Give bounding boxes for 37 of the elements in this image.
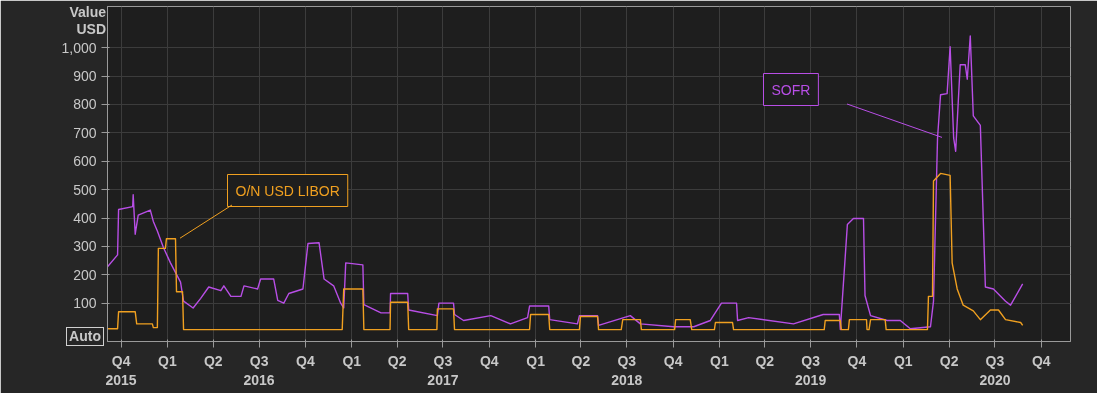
- y-tick-label: 600: [73, 153, 97, 170]
- x-tick-label: Q4: [1031, 352, 1051, 369]
- x-tick-label: Q3 2020: [979, 352, 1011, 388]
- y-tick-label: 400: [73, 210, 97, 226]
- x-tick-label: Q3 2019: [795, 352, 827, 388]
- y-tick-label: 900: [73, 68, 97, 85]
- y-tick-label: 200: [73, 266, 97, 283]
- y-tick-label: 300: [73, 238, 97, 255]
- x-tick-label: Q3 2017: [427, 352, 459, 388]
- y-tick-label: 100: [73, 295, 97, 312]
- x-tick-label: Q1: [526, 352, 546, 369]
- y-tick-label: 700: [73, 124, 97, 141]
- text: O/N USD LIBOR: [235, 182, 340, 199]
- x-tick-label: Q4 2015: [105, 352, 137, 388]
- line-series: [107, 172, 1024, 331]
- x-tick-label: Q1: [158, 352, 177, 369]
- x-tick-label: Q4: [663, 352, 683, 369]
- x-tick-label: Q2: [939, 352, 959, 369]
- y-tick-label: 800: [73, 96, 97, 113]
- x-tick-label: Q1: [893, 352, 913, 369]
- x-tick-label: Q4: [479, 352, 499, 369]
- x-tick-label: Q4: [847, 352, 867, 369]
- y-axis-title: Value USD: [68, 4, 106, 38]
- y-tick-label: 1,000: [61, 39, 97, 56]
- x-tick-label: Q3 2016: [243, 352, 275, 388]
- x-tick-label: Q1: [342, 352, 362, 369]
- line-series: [107, 35, 1024, 331]
- text: Auto: [66, 327, 104, 346]
- x-tick-label: Q4: [296, 352, 315, 369]
- x-tick-label: Q1: [710, 352, 729, 369]
- x-tick-label: Q2: [203, 352, 223, 369]
- x-tick-label: Q2: [755, 352, 775, 369]
- x-tick-label: Q3 2018: [611, 352, 643, 388]
- x-tick-label: Q2: [571, 352, 591, 369]
- text: SOFR: [771, 81, 811, 98]
- x-tick-label: Q2: [387, 352, 407, 369]
- y-tick-label: 500: [73, 181, 97, 198]
